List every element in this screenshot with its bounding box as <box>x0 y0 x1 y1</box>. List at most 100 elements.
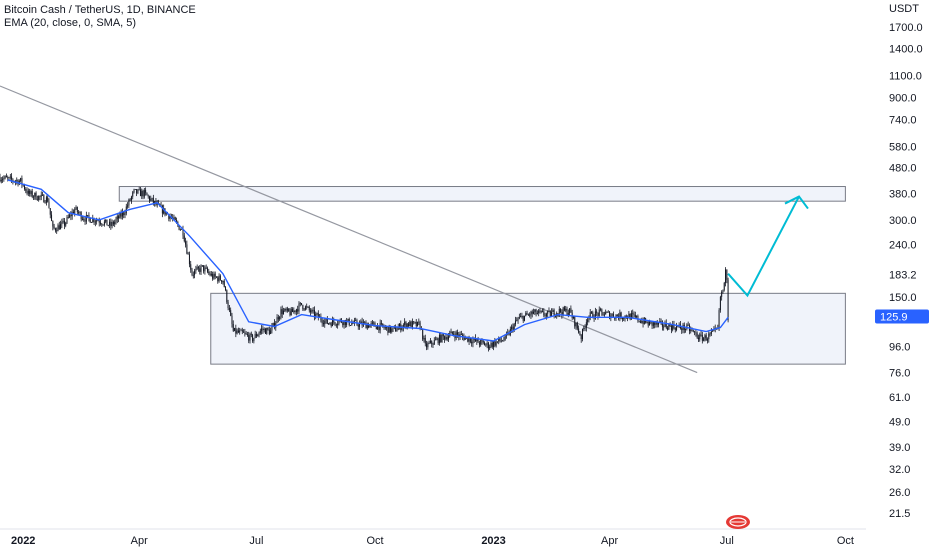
candle-body <box>280 309 282 317</box>
candle <box>708 331 710 343</box>
candle <box>486 340 488 349</box>
candle <box>585 319 587 332</box>
candle-body <box>498 338 500 342</box>
candle <box>34 192 36 200</box>
candle <box>331 316 333 327</box>
candle-body <box>682 324 684 331</box>
candle <box>303 308 305 312</box>
candle-body <box>414 321 416 323</box>
candle-body <box>523 315 525 321</box>
tradingview-logo-icon[interactable] <box>726 515 750 529</box>
candle <box>322 319 324 327</box>
candle-body <box>387 326 389 333</box>
candle-body <box>543 311 545 316</box>
candle <box>197 265 199 272</box>
candle-body <box>321 320 323 324</box>
candle <box>722 289 724 294</box>
candle-body <box>480 340 482 345</box>
candle <box>428 340 430 345</box>
candle <box>155 197 157 207</box>
candle <box>442 333 444 340</box>
candle-body <box>143 190 145 197</box>
candle-body <box>369 324 371 328</box>
symbol-legend[interactable]: Bitcoin Cash / TetherUS, 1D, BINANCE <box>4 4 196 16</box>
candle <box>66 214 68 225</box>
time-axis[interactable]: 2022 Apr Jul Oct 2023 Apr Jul Oct <box>0 528 866 547</box>
candle-body <box>127 205 129 207</box>
candle-body <box>333 319 335 323</box>
candle <box>507 328 509 336</box>
resistance-zone <box>118 186 846 202</box>
candle <box>694 330 696 336</box>
candle-body <box>579 332 581 336</box>
candle-body <box>0 177 1 182</box>
candle <box>697 334 699 343</box>
candle-body <box>694 331 696 333</box>
candle-body <box>383 326 385 328</box>
candle <box>706 337 708 344</box>
candle <box>201 265 203 268</box>
candle <box>214 271 216 280</box>
candle <box>307 306 309 309</box>
candle <box>150 195 152 202</box>
candle-body <box>405 321 407 328</box>
candle-body <box>391 328 393 332</box>
candle-body <box>499 338 501 341</box>
price-axis[interactable]: USDT 1700.0 1400.0 1100.0 900.0 740.0 580.0 48… <box>875 3 929 520</box>
candle-body <box>419 322 421 329</box>
candle-body <box>548 310 550 312</box>
candle-body <box>199 268 201 272</box>
candle <box>632 309 634 318</box>
candle-body <box>530 311 532 316</box>
candle-body <box>658 322 660 325</box>
candle <box>576 321 578 331</box>
candle <box>624 315 626 322</box>
candle <box>304 305 306 311</box>
candle <box>235 324 237 338</box>
candle-body <box>30 191 32 194</box>
candle-body <box>520 316 522 318</box>
drawing-zones[interactable] <box>118 186 846 365</box>
candle-body <box>151 197 153 199</box>
candle-body <box>132 192 134 197</box>
candle <box>253 337 255 344</box>
candle <box>147 194 149 199</box>
candle-body <box>69 214 71 218</box>
candle-body <box>42 194 44 196</box>
candle <box>54 227 56 233</box>
candle <box>436 336 438 341</box>
candle <box>674 327 676 333</box>
candle <box>400 320 402 333</box>
candle <box>315 311 317 320</box>
candle-body <box>494 341 496 346</box>
drawing-trendline[interactable] <box>0 85 698 374</box>
candle <box>560 308 562 314</box>
candle <box>204 265 206 275</box>
candle-body <box>81 219 83 220</box>
candle-body <box>263 328 265 331</box>
time-tick-label: Jul <box>720 535 734 547</box>
candle <box>725 267 727 287</box>
candle <box>589 309 591 321</box>
candle-body <box>469 338 471 342</box>
candle <box>491 341 493 349</box>
candle <box>192 271 194 279</box>
candle <box>687 321 689 326</box>
candle-body <box>424 337 426 344</box>
candle-body <box>700 334 702 336</box>
candle-body <box>338 320 340 324</box>
candle <box>398 322 400 330</box>
candle <box>111 219 113 229</box>
candle-body <box>302 304 304 309</box>
candle-body <box>89 217 91 223</box>
candle-body <box>477 338 479 343</box>
indicator-legend[interactable]: EMA (20, close, 0, SMA, 5) <box>4 17 137 29</box>
projection-arrow[interactable] <box>727 195 809 298</box>
candle-body <box>539 310 541 312</box>
candle-body <box>317 313 319 318</box>
candle-body <box>638 320 640 322</box>
descending-trendline <box>0 85 698 374</box>
candle-body <box>5 176 7 178</box>
candle <box>538 308 540 317</box>
